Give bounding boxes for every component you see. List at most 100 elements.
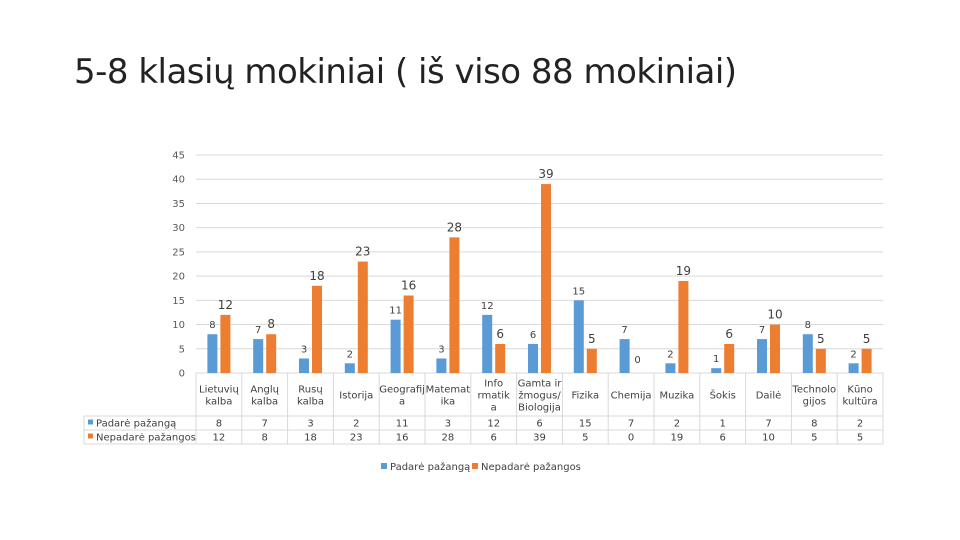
category-label: Geografij a bbox=[379, 385, 425, 408]
table-cell: 28 bbox=[442, 433, 455, 444]
table-cell: 2 bbox=[857, 419, 863, 430]
table-cell: 6 bbox=[536, 419, 542, 430]
bar-nepadare bbox=[541, 184, 551, 373]
legend: Padarė pažangą Nepadarė pažangos bbox=[381, 461, 581, 473]
bar-padare bbox=[757, 339, 767, 373]
table-cell: 3 bbox=[445, 419, 451, 430]
legend-swatch bbox=[381, 463, 387, 469]
data-label: 8 bbox=[209, 320, 215, 331]
data-label: 8 bbox=[805, 320, 811, 331]
data-label: 10 bbox=[767, 308, 782, 322]
data-label: 28 bbox=[447, 220, 462, 234]
bar-padare bbox=[436, 358, 447, 373]
table-cell: 8 bbox=[216, 419, 222, 430]
category-label: Info rmatik a bbox=[478, 379, 511, 414]
category-label: Gamta ir žmogus/Biologija bbox=[518, 379, 563, 414]
y-tick-label: 15 bbox=[172, 296, 185, 307]
category-label: Kūno kultūra bbox=[843, 385, 878, 408]
category-label: Rusų kalba bbox=[297, 385, 324, 408]
table-cell: 1 bbox=[720, 419, 726, 430]
bar-padare bbox=[253, 339, 264, 373]
bar-nepadare bbox=[770, 324, 780, 373]
bar-nepadare bbox=[312, 285, 322, 373]
table-cell: 12 bbox=[487, 419, 500, 430]
data-label: 12 bbox=[481, 301, 494, 312]
data-table: Lietuvių kalba Anglų kalba Rusų kalba Istorija… bbox=[83, 373, 884, 445]
table-cell: 23 bbox=[350, 433, 363, 444]
data-label: 39 bbox=[538, 167, 553, 181]
data-label: 6 bbox=[496, 327, 504, 341]
table-cell: 7 bbox=[765, 419, 771, 430]
data-label: 6 bbox=[725, 327, 733, 341]
bar-nepadare bbox=[586, 348, 597, 373]
bar-padare bbox=[344, 363, 355, 373]
bar-padare bbox=[848, 363, 859, 373]
data-label: 7 bbox=[759, 325, 765, 336]
table-cell: 5 bbox=[582, 433, 588, 444]
gridlines bbox=[196, 154, 883, 374]
bar-padare bbox=[665, 363, 676, 373]
data-label: 16 bbox=[401, 278, 416, 292]
table-cell: 3 bbox=[307, 419, 313, 430]
bar-nepadare bbox=[403, 295, 414, 373]
bar-nepadare bbox=[220, 314, 231, 373]
category-label: Technolo gijos bbox=[791, 385, 836, 408]
category-label: Anglų kalba bbox=[250, 385, 279, 408]
legend-label: Nepadarė pažangos bbox=[481, 461, 581, 473]
table-cell: 6 bbox=[491, 433, 497, 444]
bar-nepadare bbox=[861, 348, 872, 373]
table-cell: 19 bbox=[671, 433, 684, 444]
table-cell: 8 bbox=[811, 419, 817, 430]
bar-nepadare bbox=[357, 261, 368, 373]
data-label: 19 bbox=[676, 264, 691, 278]
category-label: Istorija bbox=[339, 391, 373, 402]
data-label: 1 bbox=[713, 354, 719, 365]
data-label: 12 bbox=[218, 298, 233, 312]
y-tick-label: 30 bbox=[172, 223, 185, 234]
slide-title: 5-8 klasių mokiniai ( iš viso 88 mokinia… bbox=[74, 52, 737, 92]
bar-padare bbox=[207, 334, 218, 373]
legend-label: Padarė pažangą bbox=[390, 461, 470, 473]
data-label: 18 bbox=[309, 269, 324, 283]
bar-padare bbox=[573, 300, 584, 373]
table-cell: 5 bbox=[811, 433, 817, 444]
table-cell: 15 bbox=[579, 419, 592, 430]
category-label: Šokis bbox=[710, 389, 736, 402]
bar-padare bbox=[802, 334, 813, 373]
data-label: 5 bbox=[588, 332, 596, 346]
data-label: 7 bbox=[255, 325, 261, 336]
bar-padare bbox=[619, 339, 630, 373]
table-cell: 11 bbox=[396, 419, 409, 430]
category-label: Dailė bbox=[756, 391, 782, 402]
y-tick-label: 25 bbox=[172, 247, 185, 258]
category-label: Fizika bbox=[572, 391, 600, 402]
table-cell: 6 bbox=[720, 433, 726, 444]
data-label: 3 bbox=[301, 344, 307, 355]
bar-nepadare bbox=[678, 280, 689, 373]
bar-padare bbox=[528, 343, 538, 373]
bar-padare bbox=[299, 358, 309, 373]
table-cell: 7 bbox=[628, 419, 634, 430]
bars bbox=[207, 184, 872, 373]
y-tick-label: 5 bbox=[179, 344, 185, 355]
category-label: Matemat ika bbox=[426, 385, 471, 408]
y-tick-label: 35 bbox=[172, 199, 185, 210]
data-label: 8 bbox=[267, 317, 275, 331]
data-label: 2 bbox=[850, 349, 856, 360]
data-label: 3 bbox=[438, 344, 444, 355]
category-label: Chemija bbox=[611, 391, 652, 402]
table-cell: 10 bbox=[762, 433, 775, 444]
table-cell: 5 bbox=[857, 433, 863, 444]
y-tick-label: 20 bbox=[172, 272, 185, 283]
bar-nepadare bbox=[495, 343, 506, 373]
data-label: 7 bbox=[621, 325, 627, 336]
data-label: 15 bbox=[572, 286, 585, 297]
bar-padare bbox=[482, 314, 493, 373]
table-cell: 12 bbox=[213, 433, 226, 444]
data-label: 5 bbox=[817, 332, 825, 346]
table-cell: 0 bbox=[628, 433, 634, 444]
table-cell: 39 bbox=[533, 433, 546, 444]
bar-padare bbox=[711, 368, 722, 373]
